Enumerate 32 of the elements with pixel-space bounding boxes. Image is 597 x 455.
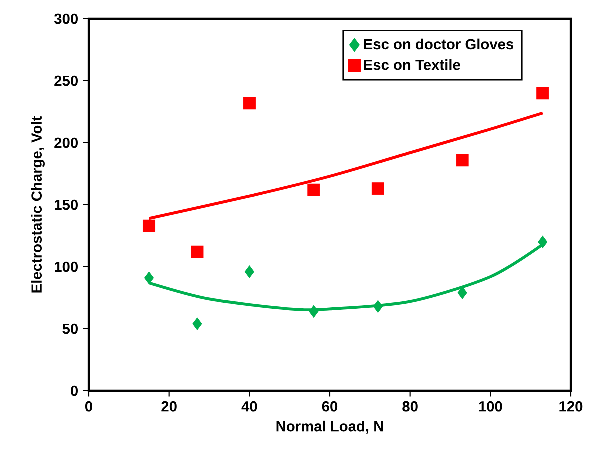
y-tick-label: 100 <box>55 262 78 272</box>
point <box>373 300 383 313</box>
point <box>308 184 320 196</box>
x-tick-label: 100 <box>479 401 502 412</box>
x-axis-title: Normal Load, N <box>276 420 384 434</box>
y-tick-label: 0 <box>71 386 78 396</box>
point <box>142 220 156 232</box>
x-tick-label: 20 <box>162 401 177 412</box>
point <box>192 318 202 330</box>
point <box>243 97 256 110</box>
point <box>536 87 550 100</box>
x-tick-label: 40 <box>242 401 258 412</box>
point <box>144 272 154 284</box>
legend-label: Esc on doctor Gloves <box>364 38 514 50</box>
y-tick-label: 250 <box>54 76 78 86</box>
y-axis-title: Electrostatic Charge, Volt <box>31 116 45 293</box>
point <box>538 236 548 248</box>
point <box>309 305 319 318</box>
point <box>456 154 469 167</box>
y-tick-label: 300 <box>54 14 78 24</box>
x-tick-label: 0 <box>86 401 92 412</box>
x-tick-label: 120 <box>560 401 583 412</box>
y-tick-label: 50 <box>62 324 78 334</box>
y-tick-label: 200 <box>54 138 78 148</box>
point <box>244 266 254 278</box>
point <box>458 286 468 300</box>
legend-label: Esc on Textile <box>364 59 460 70</box>
point <box>191 246 204 258</box>
x-tick-label: 60 <box>322 401 338 412</box>
x-tick-label: 80 <box>402 401 418 412</box>
point <box>372 182 384 196</box>
y-tick-label: 150 <box>55 200 78 210</box>
